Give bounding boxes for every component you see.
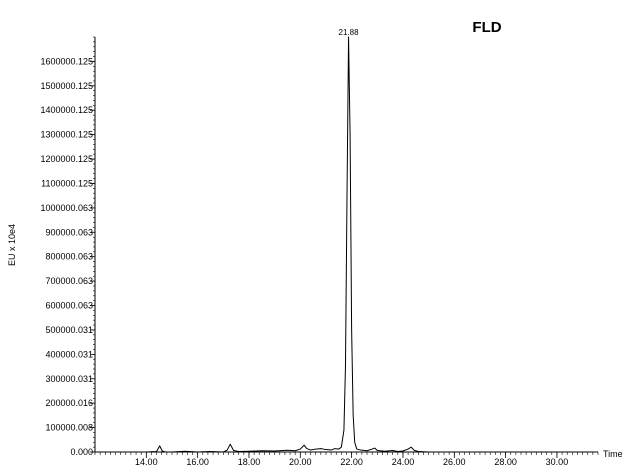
y-tick-label: 1500000.125 <box>40 81 93 91</box>
series-line <box>95 36 596 453</box>
x-axis: 14.00 16.00 18.00 20.00 22.00 24.00 26.00 28.00… <box>94 451 599 466</box>
x-tick-label: 30.00 <box>546 457 569 466</box>
y-tick-label: 200000.016 <box>45 398 93 408</box>
y-tick-label: 700000.063 <box>45 276 93 286</box>
x-tick-label: 14.00 <box>135 457 158 466</box>
y-tick-label: 1000000.063 <box>40 203 93 213</box>
x-tick-label: 18.00 <box>238 457 261 466</box>
y-tick-label: 600000.063 <box>45 301 93 311</box>
x-tick-label: 28.00 <box>494 457 517 466</box>
x-axis-label: Time <box>603 449 623 459</box>
y-tick-label: 900000.063 <box>45 227 93 237</box>
x-tick-label: 16.00 <box>186 457 209 466</box>
x-tick-label: 24.00 <box>392 457 415 466</box>
series-group <box>95 36 596 453</box>
y-tick-label: 500000.031 <box>45 325 93 335</box>
chart-title: FLD <box>472 19 501 36</box>
y-tick-label: 300000.031 <box>45 374 93 384</box>
y-tick-label: 100000.008 <box>45 423 93 433</box>
y-tick-label: 800000.063 <box>45 252 93 262</box>
x-tick-label: 20.00 <box>289 457 312 466</box>
y-axis-label: EU x 10e4 <box>7 224 17 266</box>
x-tick-label: 22.00 <box>340 457 363 466</box>
peak-label: 21.88 <box>339 28 360 37</box>
y-tick-label: 1300000.125 <box>40 130 93 140</box>
y-tick-label: 1200000.125 <box>40 154 93 164</box>
y-axis: 0.000 100000.008 200000.016 300000.031 40000… <box>40 36 96 457</box>
y-tick-label: 0.000 <box>70 447 93 457</box>
annotations-group: 21.88 <box>339 28 360 37</box>
y-tick-label: 1100000.125 <box>41 178 93 188</box>
y-tick-label: 400000.031 <box>45 349 93 359</box>
y-tick-label: 1600000.125 <box>40 56 93 66</box>
y-tick-label: 1400000.125 <box>40 105 93 115</box>
x-tick-label: 26.00 <box>443 457 466 466</box>
